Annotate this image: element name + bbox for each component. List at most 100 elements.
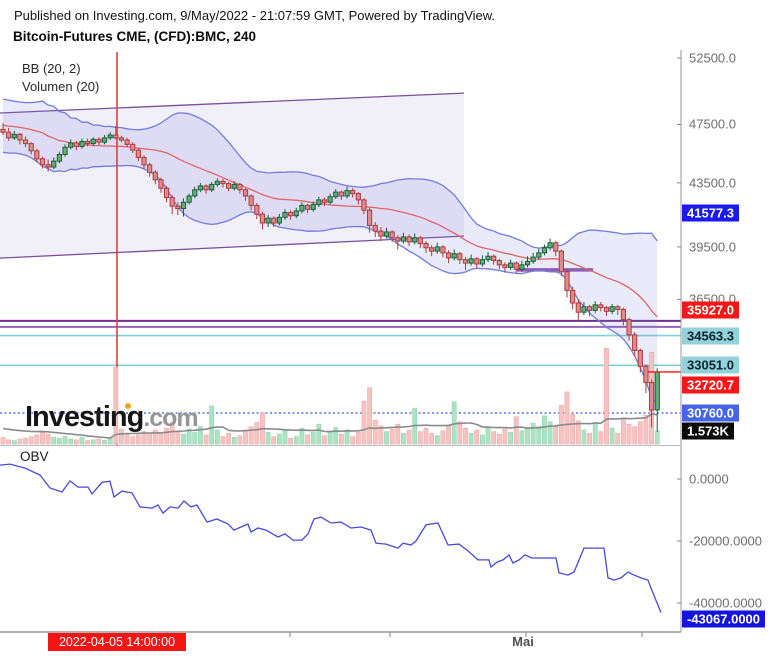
volume-bar <box>51 437 57 445</box>
candle-body <box>468 258 474 264</box>
volume-bar <box>468 432 474 445</box>
volume-bar <box>11 440 17 445</box>
indicator-label-bb[interactable]: BB (20, 2) <box>22 61 81 76</box>
volume-bar <box>575 420 581 445</box>
candle-body <box>316 199 322 206</box>
candle-body <box>350 190 356 195</box>
volume-bar <box>513 416 519 445</box>
watermark-orange-dot-icon <box>125 403 131 409</box>
volume-bar <box>152 429 158 445</box>
volume-bar <box>186 428 192 445</box>
volume-bar <box>434 435 440 445</box>
volume-bar <box>305 434 310 445</box>
obv-line <box>0 463 662 613</box>
candle-body <box>265 217 271 224</box>
volume-bar <box>124 433 130 445</box>
volume-bar <box>102 439 107 445</box>
volume-bar <box>355 432 361 445</box>
watermark-text: Investing <box>25 401 144 433</box>
candle-body <box>96 138 102 143</box>
candle-body <box>609 306 615 312</box>
volume-bar <box>79 437 85 445</box>
indicator-label-volume[interactable]: Volumen (20) <box>22 79 100 94</box>
volume-bar <box>169 422 175 445</box>
volume-bar <box>491 431 497 445</box>
candle-body <box>451 253 457 259</box>
volume-bar <box>632 426 638 445</box>
volume-bar <box>113 366 119 445</box>
candle-body <box>541 247 548 254</box>
candle-body <box>429 247 435 252</box>
candle-body <box>11 133 17 139</box>
candle-body <box>130 143 136 151</box>
candle-body <box>553 242 559 252</box>
volume-bar <box>322 435 327 445</box>
volume-bar <box>327 431 333 445</box>
volume-bar <box>570 413 576 445</box>
candle-body <box>417 237 423 245</box>
volume-bar <box>609 427 615 445</box>
candle-body <box>73 142 79 147</box>
volume-ma-line <box>2 413 658 439</box>
candle-body <box>530 256 536 262</box>
candle-body <box>643 365 649 384</box>
volume-bar <box>135 434 141 445</box>
candle-body <box>34 150 40 160</box>
candle-body <box>192 189 198 197</box>
volume-bar <box>542 415 547 445</box>
candle-body <box>209 183 215 191</box>
volume-bar <box>338 433 344 445</box>
candle-body <box>524 260 531 266</box>
volume-bar <box>654 430 660 445</box>
candle-body <box>383 231 390 237</box>
volume-bar <box>45 433 51 445</box>
volume-bar <box>530 423 536 445</box>
volume-bar <box>446 424 451 445</box>
candle-body <box>56 153 62 162</box>
candle-body <box>654 371 660 411</box>
volume-bar <box>485 426 491 445</box>
volume-bar <box>220 436 226 445</box>
candle-body <box>496 260 502 266</box>
candle-body <box>231 183 237 189</box>
candle-body <box>293 210 299 217</box>
candle-body <box>586 306 593 311</box>
volume-bar <box>17 438 23 445</box>
candle-body <box>68 142 74 148</box>
volume-bar <box>367 387 372 445</box>
candle-body <box>491 255 497 262</box>
volume-bar <box>192 432 198 445</box>
candle-body <box>118 137 125 141</box>
candle-body <box>598 304 604 309</box>
volume-bar <box>0 437 6 445</box>
candle-body <box>457 253 463 261</box>
candle-body <box>626 319 632 336</box>
volume-bar <box>181 433 186 445</box>
volume-bar <box>417 431 423 445</box>
candle-body <box>649 382 655 411</box>
volume-bar <box>378 425 384 445</box>
volume-bar <box>457 421 463 445</box>
candle-body <box>163 187 170 199</box>
candle-body <box>45 164 51 168</box>
candle-body <box>395 237 401 242</box>
volume-bar <box>429 432 435 445</box>
volume-bar <box>147 432 153 445</box>
candle-body <box>547 242 553 249</box>
candle-body <box>400 236 407 242</box>
volume-bar <box>502 428 508 445</box>
indicator-label-obv[interactable]: OBV <box>20 449 49 464</box>
volume-bar <box>564 391 570 445</box>
candle-body <box>389 231 395 239</box>
volume-bar <box>508 432 513 445</box>
month-axis-label: Mai <box>512 634 534 649</box>
candle-body <box>412 237 418 243</box>
volume-bar <box>293 436 299 445</box>
volume-bar <box>344 429 350 445</box>
volume-bar <box>276 433 282 445</box>
candle-body <box>558 250 564 273</box>
volume-bar <box>226 432 231 445</box>
candle-body <box>237 183 243 191</box>
